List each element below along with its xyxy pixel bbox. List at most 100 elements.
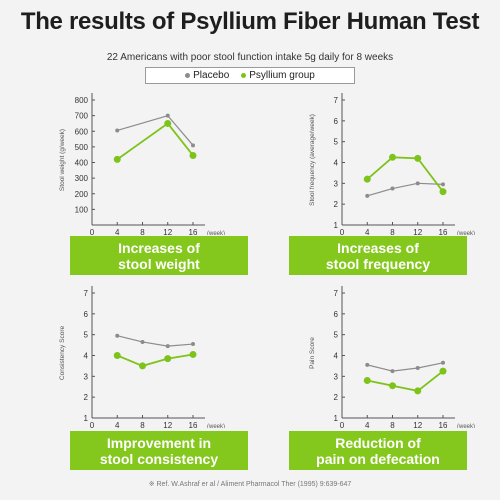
y-tick-label: 1 — [84, 414, 89, 423]
series-line-psyllium — [116, 353, 194, 367]
x-axis-label: (week) — [457, 231, 475, 235]
y-tick-label: 7 — [334, 289, 339, 298]
page-subtitle: 22 Americans with poor stool function in… — [106, 52, 394, 63]
y-tick-label: 7 — [84, 289, 89, 298]
page-title: The results of Psyllium Fiber Human Test — [20, 8, 480, 35]
y-tick-label: 100 — [75, 205, 89, 214]
y-tick-label: 4 — [84, 352, 89, 361]
data-point-psyllium — [414, 387, 422, 395]
stool-weight-chart: 100 200 300 400 500 600 700 800 0 4 8 12 16 (week) Sto… — [59, 93, 225, 235]
series-line-placebo — [367, 362, 444, 372]
series-line-placebo — [117, 335, 194, 347]
data-point-psyllium — [164, 119, 172, 127]
y-tick-label: 2 — [334, 393, 339, 402]
x-tick-label: 12 — [163, 421, 172, 428]
y-tick-label: 700 — [75, 112, 89, 121]
y-tick-label: 800 — [75, 96, 89, 105]
y-tick-label: 3 — [84, 372, 89, 381]
legend-label-psyllium: Psyllium group — [249, 70, 315, 81]
data-point-psyllium — [189, 350, 197, 358]
chart-legend: Placebo Psyllium group — [145, 67, 355, 84]
y-tick-label: 400 — [75, 159, 89, 168]
banner-stool-weight: Increases of stool weight — [70, 236, 248, 275]
legend-item-placebo: Placebo — [185, 70, 229, 81]
data-point-placebo — [191, 143, 195, 148]
y-tick-label: 3 — [334, 372, 339, 381]
y-tick-label: 6 — [84, 310, 89, 319]
y-tick-label: 2 — [84, 393, 89, 402]
x-axis-label: (week) — [457, 424, 475, 428]
x-tick-label: 16 — [189, 228, 198, 235]
data-point-psyllium — [363, 175, 371, 183]
y-tick-label: 2 — [334, 200, 339, 209]
y-axis-label: Consistency Score — [59, 326, 66, 381]
y-tick-label: 4 — [334, 352, 339, 361]
x-tick-label: 12 — [163, 228, 172, 235]
y-tick-label: 4 — [334, 159, 339, 168]
placebo-dot-icon — [185, 73, 191, 78]
series-line-placebo — [367, 182, 444, 197]
x-tick-label: 8 — [140, 228, 145, 235]
data-point-placebo — [115, 128, 120, 133]
y-axis-label: Stool weight (g/week) — [59, 129, 66, 191]
data-point-psyllium — [164, 355, 172, 363]
data-point-psyllium — [139, 362, 146, 370]
data-point-placebo — [390, 186, 395, 191]
y-tick-label: 5 — [84, 331, 89, 340]
data-point-placebo — [165, 344, 170, 349]
x-tick-label: 12 — [413, 421, 422, 428]
psyllium-dot-icon — [241, 73, 247, 78]
y-tick-label: 3 — [334, 179, 339, 188]
data-point-psyllium — [389, 382, 396, 390]
data-point-psyllium — [414, 154, 422, 162]
y-tick-label: 500 — [75, 143, 89, 152]
data-point-psyllium — [363, 377, 371, 384]
series-line-psyllium — [366, 156, 444, 193]
series-line-psyllium — [367, 370, 444, 392]
y-tick-label: 300 — [75, 174, 89, 183]
x-tick-label: 16 — [439, 228, 448, 235]
y-tick-label: 5 — [334, 138, 339, 147]
data-point-placebo — [115, 333, 120, 338]
y-tick-label: 1 — [334, 414, 339, 423]
data-point-placebo — [165, 113, 170, 118]
y-tick-label: 5 — [334, 331, 339, 340]
banner-pain: Reduction of pain on defecation — [289, 431, 467, 470]
data-point-psyllium — [189, 151, 197, 159]
data-point-placebo — [365, 362, 370, 367]
x-tick-label: 0 — [340, 421, 345, 428]
x-tick-label: 16 — [439, 421, 448, 428]
x-axis-label: (week) — [207, 231, 225, 235]
x-tick-label: 4 — [365, 228, 370, 235]
x-tick-label: 0 — [90, 421, 95, 428]
legend-item-psyllium: Psyllium group — [241, 70, 315, 81]
y-tick-label: 6 — [334, 310, 339, 319]
x-tick-label: 12 — [413, 228, 422, 235]
data-point-placebo — [140, 339, 145, 344]
data-point-psyllium — [113, 155, 121, 163]
y-tick-label: 7 — [334, 96, 339, 105]
x-tick-label: 0 — [340, 228, 345, 235]
reference-note: ※ Ref. W.Ashraf er al / Aliment Pharmaco… — [148, 481, 352, 488]
data-point-placebo — [390, 369, 395, 374]
x-tick-label: 8 — [390, 228, 395, 235]
x-tick-label: 0 — [90, 228, 95, 235]
y-tick-label: 200 — [75, 190, 89, 199]
data-point-psyllium — [439, 367, 447, 375]
y-tick-label: 6 — [334, 117, 339, 126]
series-line-psyllium — [116, 122, 194, 161]
data-point-placebo — [441, 360, 445, 365]
y-axis-label: Pain Score — [309, 337, 316, 369]
x-tick-label: 4 — [365, 421, 370, 428]
data-point-psyllium — [389, 153, 396, 161]
banner-stool-frequency: Increases of stool frequency — [289, 236, 467, 275]
x-tick-label: 4 — [115, 421, 120, 428]
y-tick-label: 1 — [334, 221, 339, 230]
y-tick-label: 600 — [75, 127, 89, 136]
data-point-placebo — [441, 182, 445, 187]
data-point-psyllium — [113, 352, 121, 359]
x-tick-label: 16 — [189, 421, 198, 428]
